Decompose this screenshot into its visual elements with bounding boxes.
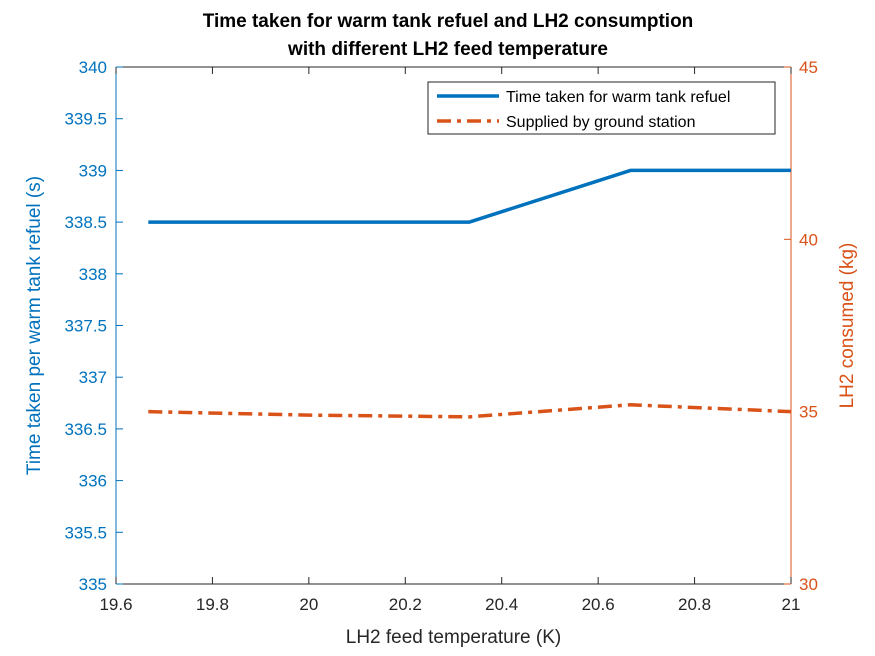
axes: 19.6 19.8 20 20.2 20.4 20.6 20.8 21 335 335.5 336 3…: [24, 58, 858, 648]
y-left-tick-label: 339: [79, 161, 107, 180]
y-right-tick-label: 30: [799, 575, 818, 594]
y-right-tick-label: 35: [799, 403, 818, 422]
y-left-tick-label: 336: [79, 472, 107, 491]
y-left-tick-label: 337.5: [64, 317, 107, 336]
y-left-tick-label: 340: [79, 58, 107, 77]
x-tick-label: 21: [782, 595, 801, 614]
y-left-tick-label: 335.5: [64, 523, 107, 542]
legend-box: [427, 81, 776, 135]
legend-label-2: Supplied by ground station: [506, 114, 695, 131]
y-left-tick-label: 336.5: [64, 420, 107, 439]
series-line-1: [148, 168, 791, 224]
x-axis-label: LH2 feed temperature (K): [346, 627, 561, 648]
y-left-tick-label: 339.5: [64, 110, 107, 129]
y-left-axis-label: Time taken per warm tank refuel (s): [24, 176, 45, 475]
x-tick-label: 19.6: [99, 595, 132, 614]
chart-title-line-1: Time taken for warm tank refuel and LH2 …: [203, 11, 694, 32]
x-tick-label: 19.8: [196, 595, 229, 614]
plot-series: [148, 168, 792, 419]
chart-title-line-2: with different LH2 feed temperature: [287, 39, 608, 60]
x-tick-label: 20.6: [582, 595, 615, 614]
x-tick-label: 20.8: [678, 595, 711, 614]
x-tick-label: 20.4: [485, 595, 518, 614]
y-right-tick-label: 40: [799, 230, 818, 249]
x-tick-label: 20.2: [389, 595, 422, 614]
x-tick-label: 20: [299, 595, 318, 614]
y-right-tick-label: 45: [799, 58, 818, 77]
series-line-2: [148, 403, 792, 419]
y-left-tick-label: 335: [79, 575, 107, 594]
y-left-tick-label: 338.5: [64, 213, 107, 232]
legend: Time taken for warm tank refuel Supplied …: [427, 81, 776, 135]
y-left-tick-label: 338: [79, 265, 107, 284]
y-right-axis-label: LH2 consumed (kg): [837, 243, 858, 409]
y-left-tick-label: 337: [79, 368, 107, 387]
legend-label-1: Time taken for warm tank refuel: [506, 89, 730, 106]
